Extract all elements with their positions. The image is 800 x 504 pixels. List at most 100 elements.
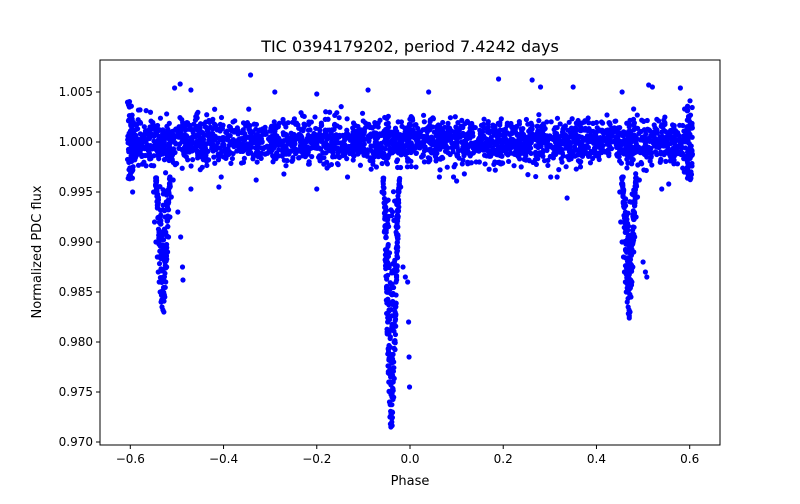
data-point: [390, 189, 397, 195]
data-point: [143, 108, 149, 114]
data-point: [661, 127, 667, 133]
data-point: [142, 135, 148, 141]
data-point: [389, 409, 395, 415]
data-point: [595, 139, 601, 145]
data-point: [276, 147, 282, 153]
data-point: [393, 273, 400, 279]
data-point: [633, 171, 639, 177]
data-point: [298, 140, 304, 146]
data-point: [395, 150, 402, 156]
data-point: [451, 164, 457, 170]
data-point: [596, 156, 602, 163]
data-point: [468, 151, 475, 157]
data-point: [162, 294, 168, 300]
data-point: [308, 140, 315, 146]
data-point: [400, 264, 406, 270]
data-point: [627, 199, 633, 205]
data-point: [381, 175, 387, 181]
data-point: [212, 106, 218, 112]
data-point: [383, 207, 390, 214]
data-point: [161, 157, 168, 163]
data-point: [377, 143, 383, 149]
data-point: [465, 159, 471, 165]
data-point: [281, 171, 287, 177]
data-point: [134, 121, 140, 128]
data-point: [145, 131, 151, 137]
data-point: [258, 155, 264, 161]
data-point: [178, 234, 184, 240]
x-tick-label: 0.2: [494, 452, 513, 466]
data-point: [614, 140, 620, 146]
data-point: [374, 147, 380, 153]
data-point: [652, 149, 659, 155]
data-point: [502, 139, 508, 145]
data-point: [420, 140, 426, 146]
data-point: [262, 144, 268, 151]
data-point: [651, 134, 657, 140]
data-point: [590, 120, 596, 126]
data-point: [323, 130, 329, 136]
data-point: [384, 161, 391, 167]
data-point: [613, 118, 619, 124]
data-point: [146, 135, 153, 142]
data-point: [304, 137, 310, 143]
data-point: [425, 147, 431, 153]
data-point: [177, 81, 183, 87]
data-point: [229, 155, 235, 162]
data-point: [160, 131, 166, 137]
data-point: [223, 147, 229, 153]
data-point: [621, 204, 627, 210]
data-point: [557, 146, 564, 152]
data-point: [157, 248, 163, 254]
data-point: [316, 145, 322, 151]
data-point: [661, 143, 667, 149]
data-point: [381, 185, 387, 191]
chart-title: TIC 0394179202, period 7.4242 days: [260, 37, 559, 56]
data-point: [623, 289, 629, 295]
data-point: [674, 131, 681, 137]
data-point: [539, 126, 545, 132]
data-point: [630, 264, 636, 270]
data-point: [184, 122, 190, 128]
data-point: [188, 163, 194, 169]
data-point: [385, 349, 392, 355]
data-point: [445, 120, 451, 126]
data-point: [406, 121, 413, 127]
data-point: [388, 423, 394, 429]
data-point: [309, 154, 315, 160]
data-point: [130, 189, 136, 195]
data-point: [359, 110, 366, 116]
data-point: [286, 151, 292, 157]
data-point: [178, 128, 184, 134]
data-point: [204, 141, 210, 147]
data-point: [485, 124, 491, 130]
data-point: [318, 120, 324, 126]
data-point: [562, 134, 568, 140]
data-point: [454, 144, 460, 151]
data-point: [565, 141, 571, 147]
data-point: [504, 120, 510, 126]
data-point: [172, 140, 178, 146]
data-point: [323, 109, 329, 115]
x-tick-label: −0.2: [302, 452, 331, 466]
data-point: [135, 117, 141, 123]
data-point: [248, 149, 254, 155]
data-point: [253, 177, 259, 183]
data-point: [361, 128, 367, 134]
data-point: [447, 115, 453, 121]
data-point: [165, 234, 172, 240]
data-point: [500, 147, 506, 153]
data-point: [499, 153, 505, 159]
data-point: [226, 142, 232, 148]
data-point: [375, 124, 381, 130]
data-point: [364, 153, 370, 159]
data-point: [216, 184, 222, 190]
data-point: [389, 419, 395, 425]
data-point: [627, 268, 633, 274]
data-point: [628, 294, 634, 300]
y-tick-label: 0.985: [59, 285, 93, 299]
data-point: [126, 100, 132, 106]
data-point: [547, 153, 553, 160]
data-point: [126, 175, 132, 182]
data-point: [393, 143, 399, 149]
